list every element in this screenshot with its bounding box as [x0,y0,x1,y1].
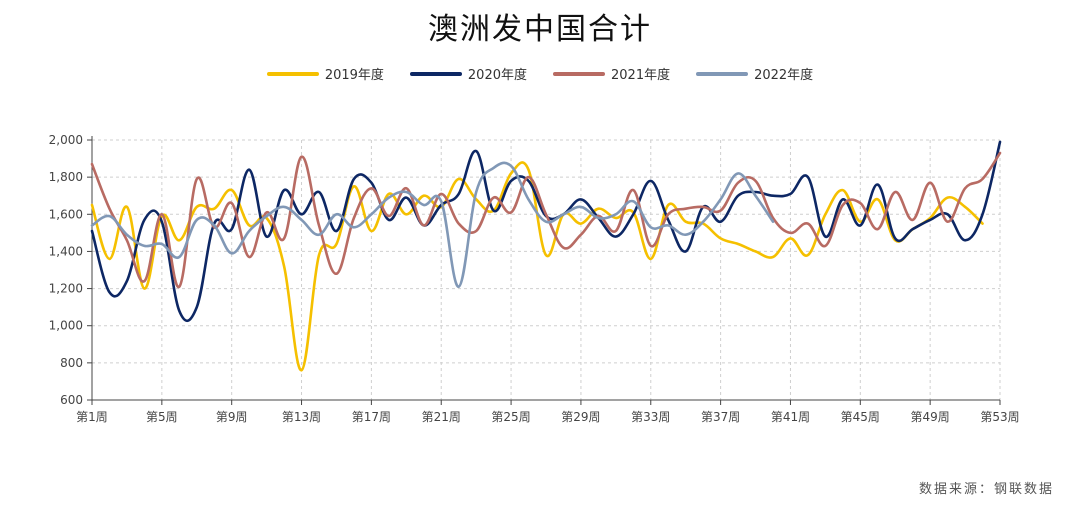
x-tick-label: 第17周 [352,410,391,424]
x-tick-label: 第49周 [911,410,950,424]
y-tick-label: 600 [60,393,83,407]
data-source-note: 数据来源：钢联数据 [918,482,1054,497]
x-tick-label: 第25周 [491,410,530,424]
legend-swatch-2021 [553,71,605,76]
legend-label-2022: 2022年度 [754,68,814,83]
series-line-2019 [90,161,984,372]
legend-item-2021[interactable]: 2021年度 [553,64,670,83]
series-line-2021 [90,151,1002,289]
x-tick-label: 第33周 [631,410,670,424]
legend-label-2021: 2021年度 [611,68,671,83]
x-tick-label: 第9周 [216,410,248,424]
legend-swatch-2019 [266,71,319,76]
legend-label-2019: 2019年度 [324,68,384,83]
legend-item-2022[interactable]: 2022年度 [696,64,813,83]
x-tick-label: 第1周 [76,410,108,424]
y-tick-label: 1,600 [49,207,83,221]
y-tick-label: 1,000 [49,319,83,333]
y-tick-label: 1,400 [49,244,83,258]
series-line-2022 [90,161,775,289]
chart-legend: 2019年度 2020年度 2021年度 2022年度 [0,64,1080,83]
x-tick-label: 第5周 [146,410,178,424]
legend-item-2020[interactable]: 2020年度 [409,64,527,83]
legend-item-2019[interactable]: 2019年度 [266,64,384,83]
x-tick-label: 第29周 [561,410,600,424]
x-tick-label: 第45周 [841,410,880,424]
x-tick-label: 第21周 [422,410,461,424]
x-tick-label: 第41周 [771,410,810,424]
series-line-2020 [90,140,1002,322]
y-tick-label: 800 [60,356,83,370]
legend-label-2020: 2020年度 [467,68,527,83]
y-tick-label: 2,000 [49,133,83,147]
x-tick-label: 第37周 [701,410,740,424]
y-tick-label: 1,200 [49,282,83,296]
chart-title: 澳洲发中国合计 [428,12,652,47]
x-tick-label: 第13周 [282,410,321,424]
x-tick-label: 第53周 [980,410,1019,424]
legend-swatch-2020 [409,71,462,76]
legend-swatch-2022 [696,71,749,76]
y-tick-label: 1,800 [49,170,83,184]
